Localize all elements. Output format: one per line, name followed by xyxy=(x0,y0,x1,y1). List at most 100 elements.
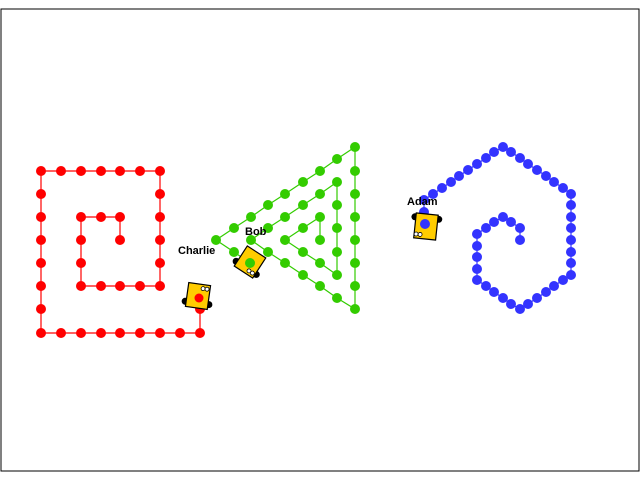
robot-label-charlie: Charlie xyxy=(178,245,215,257)
trail-point-charlie xyxy=(36,328,46,338)
trail-point-charlie xyxy=(155,235,165,245)
pen-dot-charlie xyxy=(194,293,204,303)
trail-point-bob xyxy=(315,258,325,268)
trail-point-charlie xyxy=(36,304,46,314)
trail-point-adam xyxy=(523,159,533,169)
trail-point-charlie xyxy=(76,328,86,338)
trail-point-charlie xyxy=(195,328,205,338)
trail-point-charlie xyxy=(155,212,165,222)
trail-point-charlie xyxy=(36,281,46,291)
trail-point-charlie xyxy=(115,166,125,176)
trail-point-adam xyxy=(566,258,576,268)
trail-point-charlie xyxy=(76,212,86,222)
trail-point-charlie xyxy=(96,212,106,222)
trail-point-charlie xyxy=(135,328,145,338)
trail-point-bob xyxy=(332,200,342,210)
trail-point-adam xyxy=(419,195,429,205)
trail-point-adam xyxy=(566,235,576,245)
trail-point-charlie xyxy=(96,328,106,338)
pen-dot-bob xyxy=(245,258,255,268)
trail-point-charlie xyxy=(36,166,46,176)
robot-label-bob: Bob xyxy=(245,226,267,238)
pen-dot-adam xyxy=(420,219,430,229)
trail-point-bob xyxy=(298,177,308,187)
trail-point-bob xyxy=(298,247,308,257)
robot-label-adam: Adam xyxy=(407,196,438,208)
eye-right xyxy=(204,286,210,292)
trail-point-charlie xyxy=(76,258,86,268)
trail-point-adam xyxy=(541,171,551,181)
trail-point-adam xyxy=(489,147,499,157)
trail-point-bob xyxy=(229,247,239,257)
trail-point-bob xyxy=(280,258,290,268)
trail-point-adam xyxy=(472,264,482,274)
trail-point-adam xyxy=(532,293,542,303)
trail-point-charlie xyxy=(96,281,106,291)
trail-point-adam xyxy=(498,293,508,303)
trail-point-adam xyxy=(515,223,525,233)
trail-point-bob xyxy=(211,235,221,245)
trail-point-adam xyxy=(566,247,576,257)
trail-point-bob xyxy=(332,270,342,280)
trail-point-charlie xyxy=(155,281,165,291)
trail-point-adam xyxy=(446,177,456,187)
trail-point-bob xyxy=(350,304,360,314)
trail-point-charlie xyxy=(155,258,165,268)
trail-point-adam xyxy=(506,147,516,157)
trail-point-charlie xyxy=(115,212,125,222)
trail-point-bob xyxy=(315,235,325,245)
trail-point-bob xyxy=(263,200,273,210)
trail-point-bob xyxy=(350,281,360,291)
trail-point-adam xyxy=(498,212,508,222)
trail-point-adam xyxy=(541,287,551,297)
trail-point-charlie xyxy=(56,166,66,176)
trail-point-adam xyxy=(481,281,491,291)
robot-charlie: Charlie xyxy=(36,166,215,338)
trail-point-bob xyxy=(332,293,342,303)
trail-point-adam xyxy=(472,159,482,169)
trail-point-charlie xyxy=(115,328,125,338)
trail-point-adam xyxy=(515,153,525,163)
trail-point-bob xyxy=(315,189,325,199)
trail-point-adam xyxy=(498,142,508,152)
robot-bob: Bob xyxy=(211,142,360,314)
trail-point-adam xyxy=(428,189,438,199)
trail-point-charlie xyxy=(155,189,165,199)
trail-point-bob xyxy=(350,235,360,245)
trail-point-charlie xyxy=(76,281,86,291)
trail-point-adam xyxy=(523,299,533,309)
eye-left xyxy=(200,286,206,292)
trail-point-charlie xyxy=(56,328,66,338)
trail-point-charlie xyxy=(115,281,125,291)
robot-adam: Adam xyxy=(407,142,576,314)
trail-point-charlie xyxy=(135,166,145,176)
trail-point-adam xyxy=(566,189,576,199)
trail-point-adam xyxy=(532,165,542,175)
trail-point-charlie xyxy=(76,166,86,176)
trail-point-bob xyxy=(315,212,325,222)
trail-point-adam xyxy=(566,212,576,222)
trail-point-adam xyxy=(506,299,516,309)
trail-point-bob xyxy=(332,223,342,233)
trail-point-bob xyxy=(315,166,325,176)
trail-point-adam xyxy=(489,217,499,227)
eye-right xyxy=(249,270,255,276)
trail-point-adam xyxy=(515,235,525,245)
eye-left xyxy=(413,231,419,237)
trail-point-adam xyxy=(463,165,473,175)
trail-point-bob xyxy=(332,177,342,187)
trail-point-bob xyxy=(332,247,342,257)
trail-point-charlie xyxy=(36,258,46,268)
trail-point-adam xyxy=(481,223,491,233)
trail-point-adam xyxy=(566,200,576,210)
trail-point-bob xyxy=(298,223,308,233)
trail-point-adam xyxy=(472,252,482,262)
trail-point-charlie xyxy=(155,166,165,176)
trail-point-adam xyxy=(437,183,447,193)
trail-point-charlie xyxy=(135,281,145,291)
trail-point-bob xyxy=(280,235,290,245)
trail-point-adam xyxy=(549,281,559,291)
trail-point-bob xyxy=(263,223,273,233)
trail-point-bob xyxy=(246,212,256,222)
